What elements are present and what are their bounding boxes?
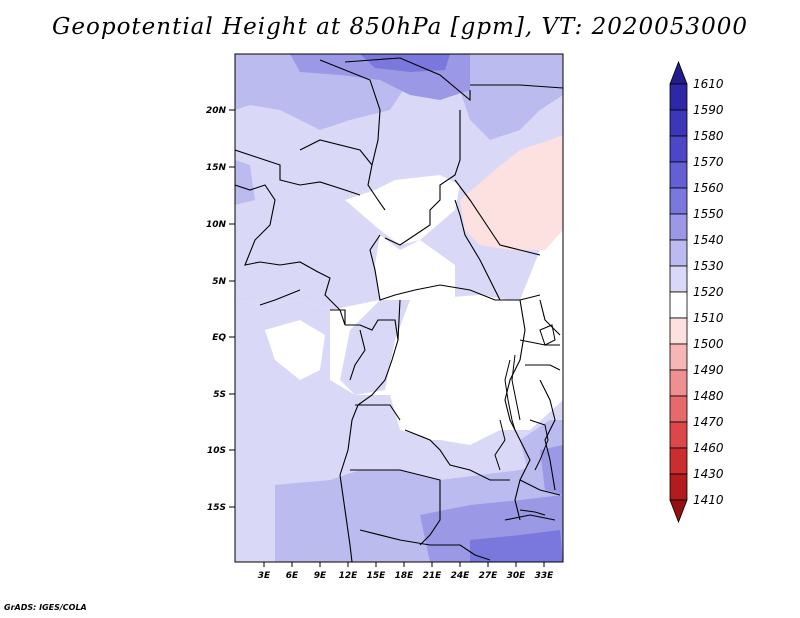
y-tick-label: 10N xyxy=(206,220,227,230)
colorbar-swatch xyxy=(669,161,688,189)
lakes xyxy=(494,324,556,516)
y-tick-label: 15S xyxy=(207,503,226,513)
colorbar-swatch xyxy=(669,447,688,475)
colorbar-label: 1490 xyxy=(693,363,724,377)
colorbar-label: 1580 xyxy=(693,129,724,143)
y-axis-labels: 20N 15N 10N 5N EQ 5S 10S 15S xyxy=(206,106,227,513)
colorbar-swatch xyxy=(669,135,688,163)
colorbar-label: 1550 xyxy=(693,207,724,221)
x-tick-label: 27E xyxy=(479,571,499,581)
colorbar-swatch xyxy=(669,395,688,423)
colorbar-label: 1560 xyxy=(693,181,724,195)
colorbar-label: 1590 xyxy=(693,103,724,117)
credit-text: GrADS: IGES/COLA xyxy=(4,603,87,612)
map-title: Geopotential Height at 850hPa [gpm], VT:… xyxy=(52,14,748,40)
colorbar-label: 1500 xyxy=(693,337,724,351)
x-tick-label: 12E xyxy=(339,571,359,581)
colorbar-label: 1530 xyxy=(693,259,724,273)
colorbar-label: 1410 xyxy=(693,493,724,507)
colorbar-swatch xyxy=(669,109,688,137)
colorbar-label: 1520 xyxy=(693,285,724,299)
colorbar-swatch xyxy=(669,473,688,501)
x-tick-label: 24E xyxy=(451,571,471,581)
colorbar-swatch xyxy=(669,213,688,241)
y-axis xyxy=(229,109,235,508)
x-tick-label: 3E xyxy=(258,571,271,581)
y-tick-label: 10S xyxy=(207,446,226,456)
y-tick-label: EQ xyxy=(212,333,226,343)
colorbar-label: 1470 xyxy=(693,415,724,429)
map-frame xyxy=(234,53,564,563)
colorbar-label: 1510 xyxy=(693,311,724,325)
colorbar-swatch xyxy=(669,83,688,111)
colorbar-swatch xyxy=(669,421,688,449)
colorbar: 1610 1590 1580 1570 1560 1550 1540 1530 1520 1510… xyxy=(669,60,724,524)
x-tick-label: 18E xyxy=(395,571,415,581)
colorbar-swatch xyxy=(669,187,688,215)
colorbar-label: 1610 xyxy=(693,77,724,91)
colorbar-swatch xyxy=(669,265,688,293)
colorbar-bottom-arrow xyxy=(669,499,688,524)
y-tick-label: 20N xyxy=(206,106,227,116)
y-tick-label: 15N xyxy=(206,163,227,173)
colorbar-label: 1540 xyxy=(693,233,724,247)
x-axis xyxy=(263,562,545,567)
colorbar-swatch xyxy=(669,369,688,397)
colorbar-label: 1430 xyxy=(693,467,724,481)
colorbar-label: 1570 xyxy=(693,155,724,169)
x-tick-label: 30E xyxy=(507,571,527,581)
x-tick-label: 33E xyxy=(535,571,555,581)
x-tick-label: 9E xyxy=(314,571,327,581)
x-tick-label: 21E xyxy=(423,571,443,581)
x-axis-labels: 3E 6E 9E 12E 15E 18E 21E 24E 27E 30E 33E xyxy=(258,571,554,581)
x-tick-label: 6E xyxy=(286,571,299,581)
colorbar-swatch xyxy=(669,291,688,319)
colorbar-label: 1460 xyxy=(693,441,724,455)
colorbar-label: 1480 xyxy=(693,389,724,403)
colorbar-swatch xyxy=(669,317,688,345)
colorbar-swatch xyxy=(669,343,688,371)
country-borders xyxy=(235,57,563,562)
height-field xyxy=(235,54,563,562)
colorbar-top-arrow xyxy=(669,60,688,85)
x-tick-label: 15E xyxy=(367,571,387,581)
y-tick-label: 5S xyxy=(213,390,226,400)
y-tick-label: 5N xyxy=(212,277,226,287)
colorbar-swatch xyxy=(669,239,688,267)
